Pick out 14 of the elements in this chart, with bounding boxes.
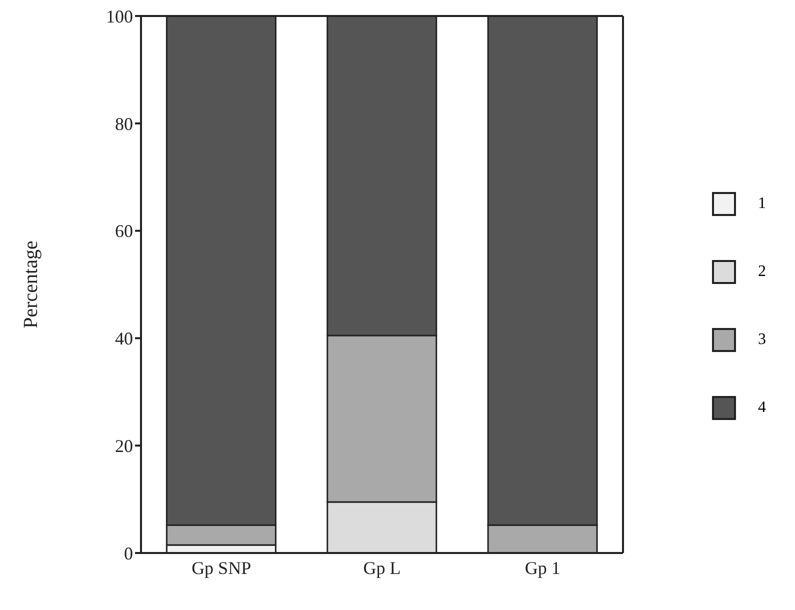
legend-label: 4 xyxy=(758,398,766,416)
x-tick-label: Gp 1 xyxy=(524,558,560,578)
y-tick-label: 100 xyxy=(106,6,133,26)
legend-label: 3 xyxy=(758,330,766,348)
y-tick-label: 80 xyxy=(115,114,133,134)
y-axis-title: Percentage xyxy=(20,240,42,328)
x-tick-label: Gp L xyxy=(363,558,401,578)
legend-label: 1 xyxy=(758,194,766,212)
x-tick-label: Gp SNP xyxy=(192,558,252,578)
y-tick-label: 40 xyxy=(115,328,133,349)
y-tick-label: 0 xyxy=(124,543,133,564)
legend-label: 2 xyxy=(758,262,766,280)
y-tick-label: 20 xyxy=(115,436,133,456)
y-tick-label: 60 xyxy=(115,221,133,242)
